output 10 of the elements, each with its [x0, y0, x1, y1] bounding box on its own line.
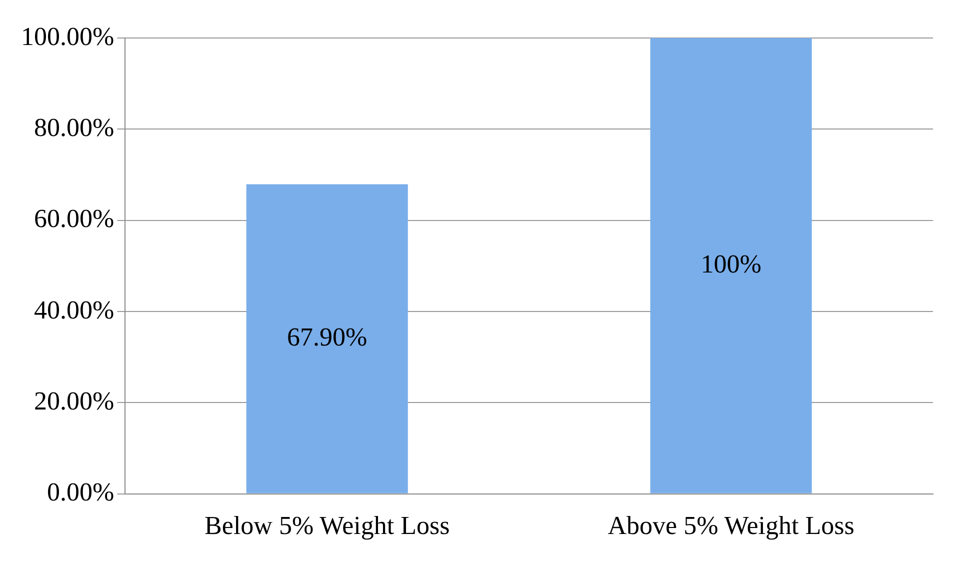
y-tick-label: 60.00% — [34, 204, 114, 234]
y-tick-label: 100.00% — [20, 22, 114, 51]
data-label: 100% — [700, 249, 762, 278]
y-tick-label: 80.00% — [34, 112, 114, 142]
data-label: 67.90% — [287, 322, 368, 352]
x-tick-label: Above 5% Weight Loss — [608, 511, 854, 540]
y-tick-label: 20.00% — [34, 386, 114, 416]
y-tick-label: 0.00% — [46, 478, 114, 507]
y-tick-label: 40.00% — [34, 295, 114, 324]
x-tick-label: Below 5% Weight Loss — [204, 511, 450, 540]
